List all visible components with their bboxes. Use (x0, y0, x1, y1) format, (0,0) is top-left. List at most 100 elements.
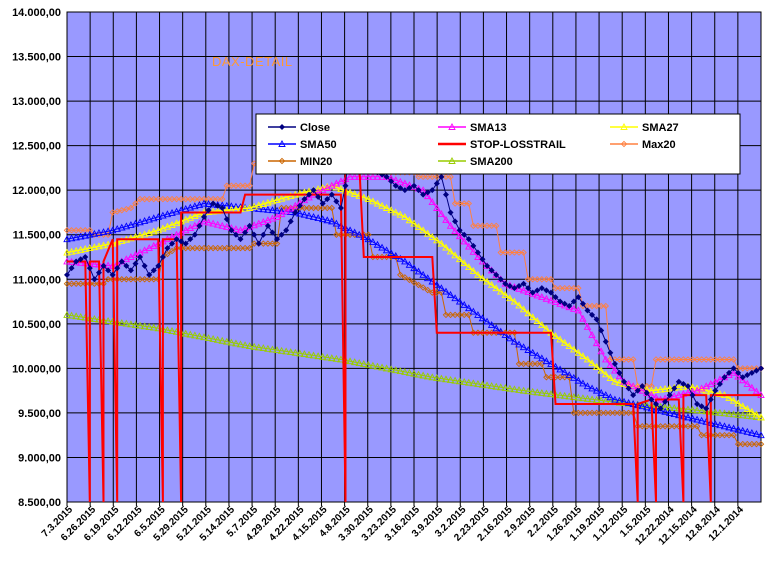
sma27-point (606, 374, 615, 381)
close-point (173, 236, 180, 243)
min20-point (141, 276, 148, 283)
close-point (82, 254, 89, 260)
max20-point (145, 195, 153, 203)
sma27-point (734, 399, 742, 407)
close-point (611, 360, 618, 367)
sma200-point (72, 312, 80, 320)
close-point (735, 369, 742, 376)
sma200-point (378, 363, 386, 371)
close-point (593, 316, 600, 323)
min20-point (301, 204, 308, 212)
max20-point (657, 356, 664, 363)
sma27-point (323, 182, 332, 190)
min20-point (579, 409, 587, 417)
sma200-point (90, 314, 99, 322)
sma27-point (665, 384, 674, 392)
sma50-point (191, 202, 199, 210)
sma50-point (401, 257, 409, 265)
sma13-point (437, 209, 446, 217)
close-point (543, 287, 550, 294)
min20-point (250, 240, 258, 247)
min20-point (219, 244, 226, 252)
sma13-point (200, 217, 208, 225)
sma50-point (533, 351, 542, 359)
sma50-point (423, 274, 432, 282)
max20-point (511, 249, 518, 256)
sma27-point (716, 390, 724, 397)
sma50-point (63, 235, 71, 243)
sma27-point (592, 362, 601, 370)
sma50-point (451, 294, 459, 302)
legend-label-sma200: SMA200 (470, 156, 513, 168)
min20-point (524, 360, 532, 368)
sma27-point (478, 274, 487, 282)
sma50-point (286, 208, 295, 215)
sma13-point (423, 192, 432, 200)
sma13-point (570, 304, 578, 312)
sma27-point (560, 338, 569, 346)
sma50-point (597, 388, 605, 396)
sma200-point (446, 376, 455, 383)
sma27-point (387, 206, 395, 214)
close-point (150, 267, 157, 274)
legend-label-sma50: SMA50 (300, 139, 337, 151)
sma50-point (131, 219, 140, 227)
sma200-point (218, 336, 226, 344)
sma27-point (583, 355, 592, 363)
close-point (516, 282, 523, 289)
sma27-point (286, 192, 295, 199)
close-point (411, 182, 417, 189)
close-point (538, 285, 545, 292)
sma50-point (163, 210, 172, 218)
sma200-point (410, 369, 418, 377)
sma200-point (369, 361, 377, 369)
sma27-point (506, 294, 514, 302)
min20-point (77, 280, 84, 287)
max20-point (702, 356, 710, 363)
min20-point (145, 276, 153, 283)
sma50-point (382, 246, 391, 254)
max20-point (552, 284, 559, 292)
min20-point (588, 409, 596, 417)
max20-point (506, 249, 514, 256)
sma27-point (574, 348, 583, 356)
sma200-point (524, 387, 532, 395)
sma50-point (483, 317, 491, 325)
close-point (666, 392, 673, 399)
max20-point (191, 195, 199, 203)
sma13-point (597, 347, 605, 355)
sma27-point (145, 229, 153, 236)
close-point (689, 392, 696, 399)
sma50-point (369, 238, 377, 245)
max20-point (155, 195, 162, 203)
sma27-point (483, 277, 491, 285)
max20-point (150, 195, 157, 203)
max20-point (671, 356, 678, 363)
max20-point (556, 284, 564, 292)
min20-point (246, 244, 253, 252)
sma27-point (757, 413, 765, 421)
max20-point (68, 227, 75, 234)
close-point (114, 265, 121, 272)
min20-point (282, 204, 290, 212)
sma50-point (309, 212, 318, 220)
sma27-point (282, 193, 290, 201)
sma50-point (181, 204, 190, 212)
sma27-point (442, 243, 450, 251)
max20-point (661, 356, 669, 363)
min20-point (333, 231, 340, 238)
max20-point (447, 173, 454, 181)
close-point (246, 222, 253, 229)
sma27-point (661, 385, 669, 392)
sma50-point (474, 310, 482, 318)
sma200-point (286, 348, 295, 356)
sma50-point (118, 223, 126, 231)
min20-point (543, 374, 550, 381)
legend-label-min20: MIN20 (300, 156, 332, 168)
min20-point (63, 280, 71, 287)
legend-marker-min20 (278, 157, 286, 165)
legend-label-sma27: SMA27 (642, 122, 679, 134)
min20-point (734, 440, 742, 448)
sma13-point (611, 366, 619, 374)
min20-point (269, 240, 276, 247)
